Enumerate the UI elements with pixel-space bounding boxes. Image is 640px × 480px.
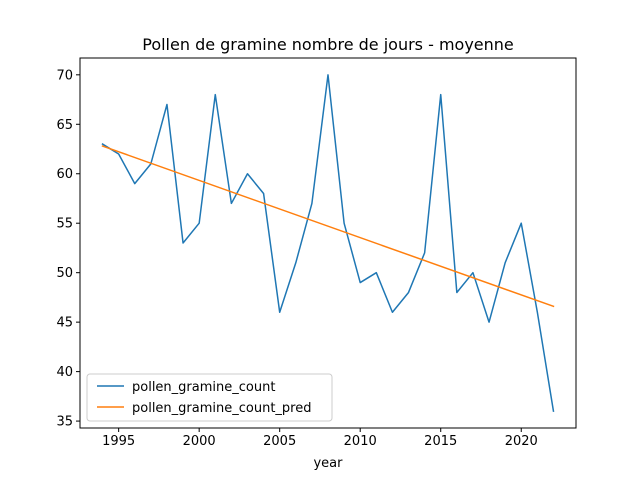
plot-frame — [79, 57, 577, 429]
x-tick-label: 1995 — [102, 434, 135, 449]
x-tick-label: 2005 — [263, 434, 296, 449]
plot-background — [80, 58, 576, 428]
y-tick-label: 65 — [56, 118, 73, 133]
legend: pollen_gramine_count pollen_gramine_coun… — [86, 373, 333, 422]
x-axis-label: year — [313, 456, 343, 471]
x-tick-label: 2020 — [505, 434, 538, 449]
y-tick-label: 45 — [56, 316, 73, 331]
plot-area: 1995 2000 2005 2010 2015 2020 35 40 45 50 55 60 65 70 — [56, 57, 577, 449]
y-tick-label: 60 — [56, 167, 73, 182]
y-tick-label: 40 — [56, 365, 73, 380]
y-tick-label: 35 — [56, 415, 73, 430]
legend-box — [86, 373, 333, 422]
x-tick-label: 2015 — [424, 434, 457, 449]
y-tick-label: 50 — [56, 266, 73, 281]
legend-label-count: pollen_gramine_count — [132, 380, 275, 395]
y-tick-label: 70 — [56, 68, 73, 83]
legend-label-pred: pollen_gramine_count_pred — [132, 401, 311, 416]
chart-title: Pollen de gramine nombre de jours - moye… — [142, 35, 514, 54]
y-tick-label: 55 — [56, 217, 73, 232]
x-tick-label: 2000 — [183, 434, 216, 449]
series-line-pollen_gramine_count — [101, 74, 555, 413]
series-line-pollen_gramine_count_pred — [101, 145, 555, 308]
x-tick-label: 2010 — [344, 434, 377, 449]
